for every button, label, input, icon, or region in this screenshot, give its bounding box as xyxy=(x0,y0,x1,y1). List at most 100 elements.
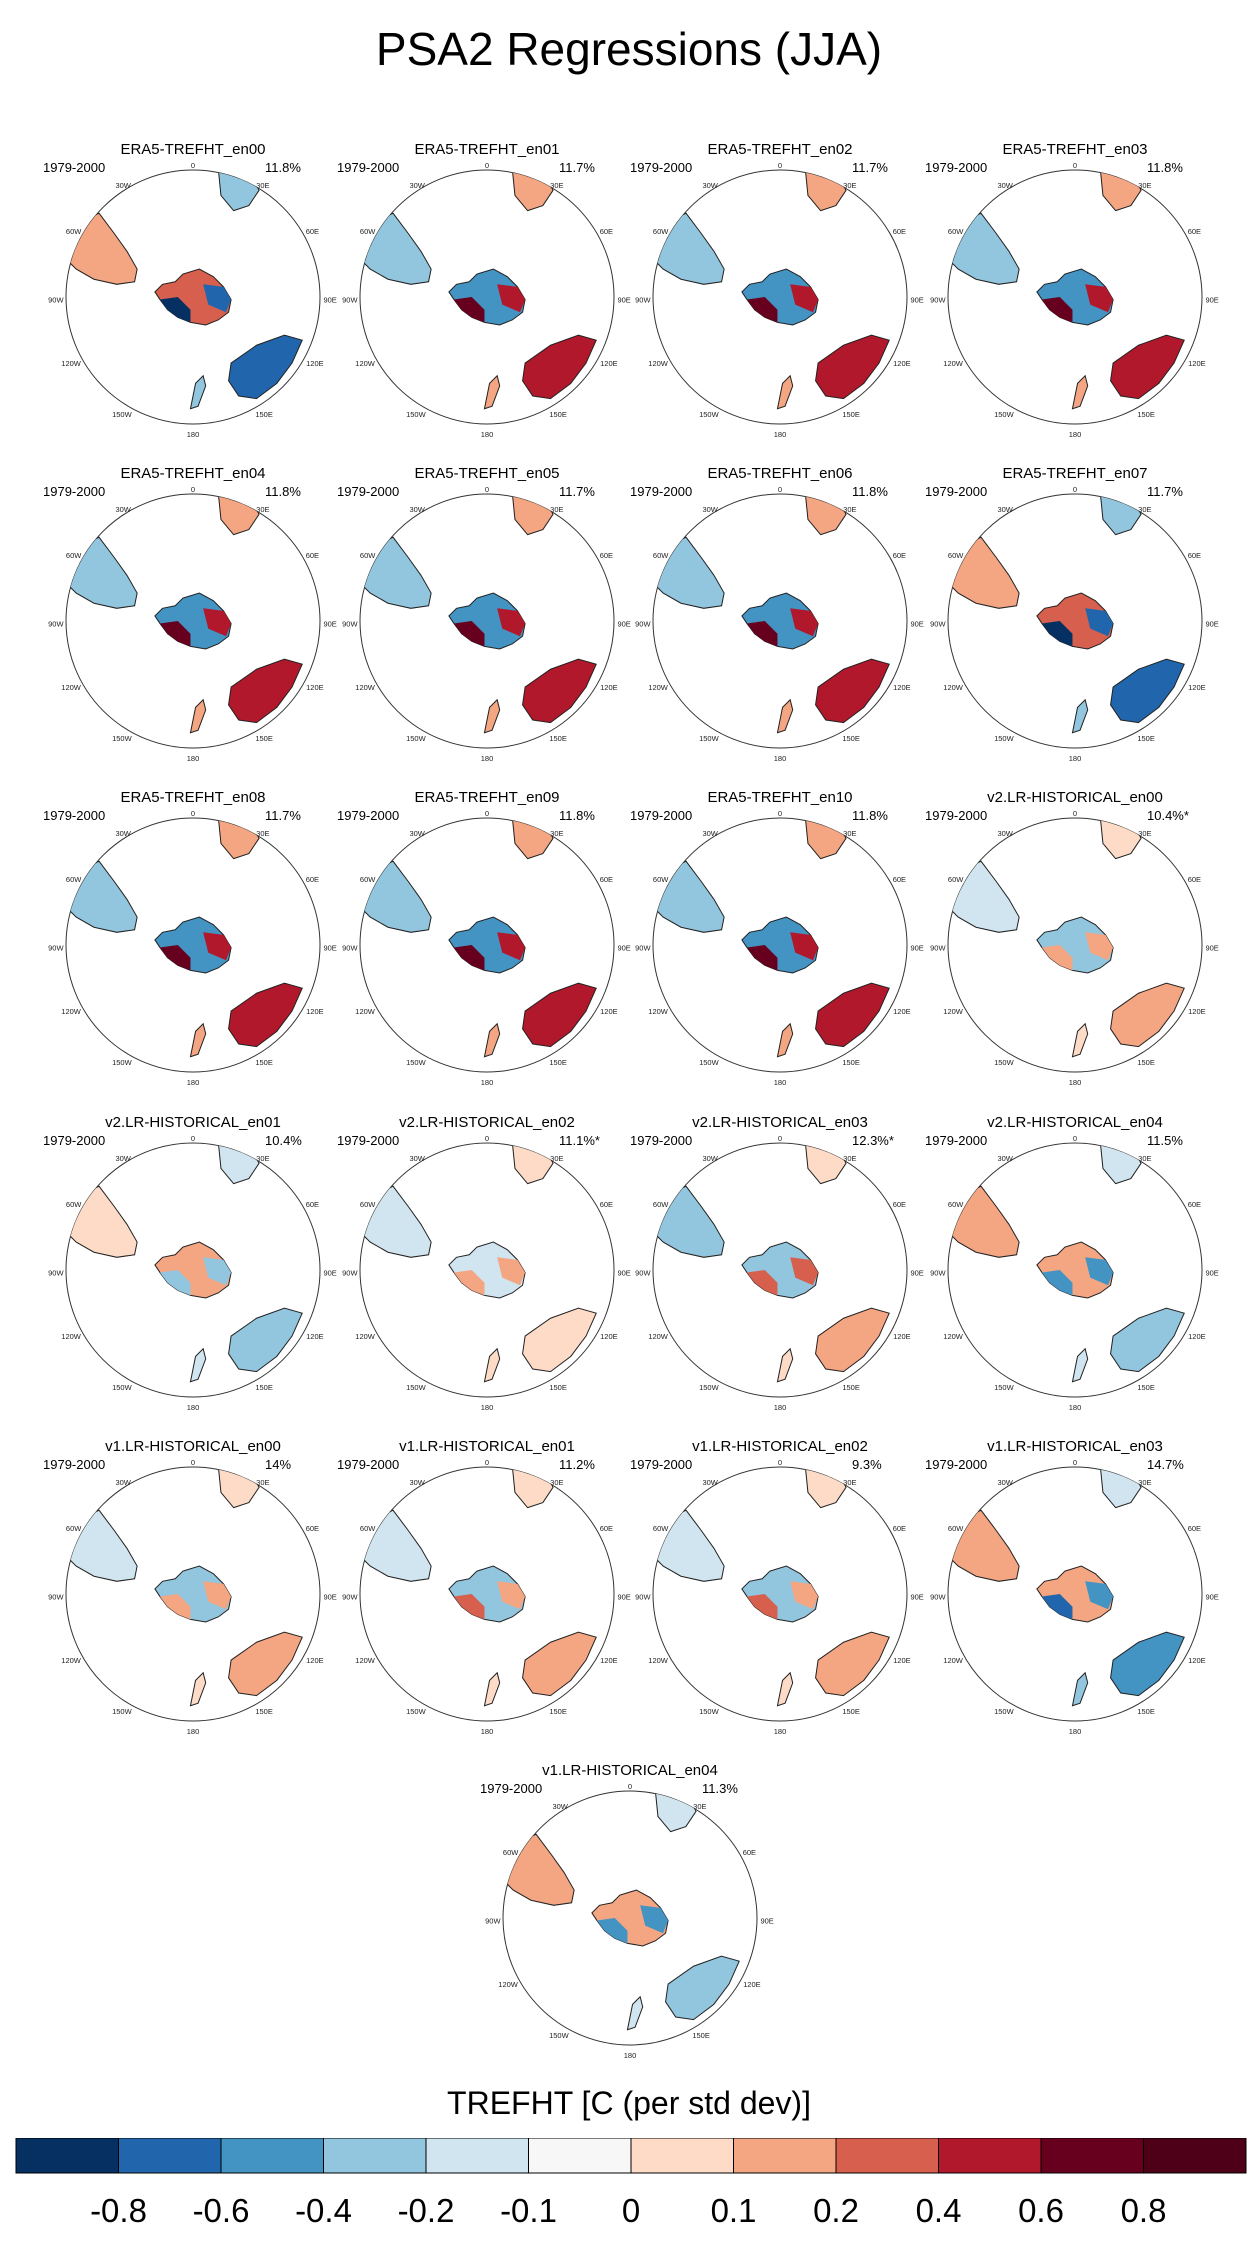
lon-label: 60W xyxy=(360,551,376,560)
lon-label: 60E xyxy=(306,875,319,884)
lon-label: 150E xyxy=(1137,734,1155,743)
lon-label: 150W xyxy=(112,734,133,743)
antarctica-anomaly-region xyxy=(453,1594,485,1620)
lon-label: 0 xyxy=(191,161,195,170)
lon-label: 90W xyxy=(48,296,64,305)
panel-period: 1979-2000 xyxy=(925,1133,987,1148)
antarctica-group xyxy=(741,1241,819,1299)
colorbar-segment xyxy=(835,2138,939,2174)
lon-label: 90W xyxy=(342,1593,358,1602)
new-zealand-shape xyxy=(1071,1671,1089,1707)
lon-label: 90E xyxy=(910,1269,923,1278)
lon-label: 30W xyxy=(115,1154,131,1163)
lon-label: 90E xyxy=(323,944,336,953)
lon-label: 60E xyxy=(743,1848,756,1857)
australia-shape xyxy=(815,1307,890,1373)
lon-label: 60W xyxy=(66,875,82,884)
new-zealand-shape xyxy=(1071,698,1089,734)
lon-label: 60W xyxy=(66,1200,82,1209)
lon-label: 60W xyxy=(653,875,669,884)
lon-label: 0 xyxy=(485,161,489,170)
antarctica-anomaly-region xyxy=(203,1257,232,1286)
lon-label: 60W xyxy=(653,1524,669,1533)
antarctica-anomaly-region xyxy=(1085,1257,1114,1286)
lon-label: 120E xyxy=(893,1332,911,1341)
colorbar-tick-label: 0.1 xyxy=(711,2192,757,2229)
antarctica-group xyxy=(154,1565,232,1623)
antarctica-anomaly-region xyxy=(640,1905,669,1934)
lon-label: 90W xyxy=(930,1269,946,1278)
lon-label: 30E xyxy=(550,1154,563,1163)
lon-label: 90E xyxy=(760,1917,773,1926)
lon-label: 30W xyxy=(115,829,131,838)
lon-label: 120E xyxy=(1188,1332,1206,1341)
lon-label: 90E xyxy=(323,296,336,305)
lon-label: 120E xyxy=(600,1656,618,1665)
lon-label: 90W xyxy=(635,944,651,953)
lon-label: 0 xyxy=(778,809,782,818)
lon-label: 60W xyxy=(948,875,964,884)
antarctica-anomaly-region xyxy=(596,1918,628,1944)
lon-label: 120E xyxy=(306,359,324,368)
lon-label: 30W xyxy=(997,829,1013,838)
australia-shape xyxy=(815,982,890,1048)
regression-panel: ERA5-TREFHT_en03 1979-2000 11.8% 0 30E 60E 90E… xyxy=(925,141,1219,439)
panel-variance-pct: 11.7% xyxy=(559,484,595,499)
lon-label: 30W xyxy=(552,1802,568,1811)
lon-label: 180 xyxy=(187,430,200,439)
lon-label: 150W xyxy=(406,1383,427,1392)
australia-shape xyxy=(1110,1307,1185,1373)
lon-label: 60E xyxy=(1188,551,1201,560)
regression-panel: ERA5-TREFHT_en01 1979-2000 11.7% 0 30E 60E 90E… xyxy=(337,141,631,439)
lon-label: 30E xyxy=(1138,1478,1151,1487)
colorbar: -0.8 -0.6 -0.4 -0.2 -0.1 0 0.1 0.2 0.4 0.6 0.8 xyxy=(15,2138,1247,2229)
lon-label: 120W xyxy=(355,683,376,692)
colorbar-segment xyxy=(1143,2138,1247,2174)
antarctica-anomaly-region xyxy=(790,932,819,961)
lon-label: 30W xyxy=(115,1478,131,1487)
panel-variance-pct: 10.4% xyxy=(265,1133,302,1148)
panel-period: 1979-2000 xyxy=(337,808,399,823)
new-zealand-shape xyxy=(1071,1347,1089,1383)
panel-period: 1979-2000 xyxy=(925,1457,987,1472)
land-group xyxy=(66,1467,303,1707)
lon-label: 0 xyxy=(191,1134,195,1143)
lon-label: 90E xyxy=(323,1593,336,1602)
colorbar-segment xyxy=(118,2138,222,2174)
panel-period: 1979-2000 xyxy=(630,1133,692,1148)
lon-label: 0 xyxy=(485,1458,489,1467)
lon-label: 120E xyxy=(743,1980,761,1989)
panel-title: ERA5-TREFHT_en05 xyxy=(414,465,559,482)
colorbar-segment xyxy=(938,2138,1042,2174)
new-zealand-shape xyxy=(189,698,207,734)
lon-label: 120E xyxy=(306,683,324,692)
colorbar-tick-label: 0.6 xyxy=(1018,2192,1064,2229)
antarctica-anomaly-region xyxy=(746,945,778,971)
lon-label: 150W xyxy=(699,1707,720,1716)
lon-label: 150E xyxy=(255,1707,273,1716)
lon-label: 150W xyxy=(112,1383,133,1392)
lon-label: 90E xyxy=(1205,944,1218,953)
lon-label: 60W xyxy=(653,227,669,236)
antarctica-anomaly-region xyxy=(497,1581,526,1610)
lon-label: 90E xyxy=(323,1269,336,1278)
antarctica-group xyxy=(591,1889,669,1947)
lon-label: 120E xyxy=(306,1332,324,1341)
antarctica-anomaly-region xyxy=(790,608,819,637)
lon-label: 30E xyxy=(843,829,856,838)
lon-label: 150E xyxy=(842,410,860,419)
lon-label: 180 xyxy=(774,1078,787,1087)
lon-label: 120W xyxy=(61,1332,82,1341)
lon-label: 120E xyxy=(600,1007,618,1016)
lon-label: 60E xyxy=(600,1524,613,1533)
lon-label: 30E xyxy=(550,181,563,190)
lon-label: 30E xyxy=(256,181,269,190)
colorbar-segment xyxy=(1040,2138,1144,2174)
antarctica-group xyxy=(448,268,526,326)
lon-label: 150W xyxy=(112,1058,133,1067)
lon-label: 30W xyxy=(702,181,718,190)
